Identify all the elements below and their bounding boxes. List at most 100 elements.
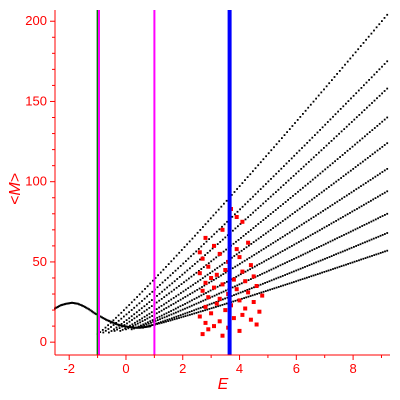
band-point (305, 163, 308, 166)
band-point (198, 295, 200, 298)
arc-point (100, 316, 103, 319)
arc-point (61, 303, 64, 306)
band-point (175, 286, 178, 289)
band-point (297, 255, 300, 258)
arc-point (66, 302, 69, 305)
band-point (281, 236, 284, 238)
band-point (369, 155, 372, 157)
arc-point (93, 312, 96, 315)
band-point (344, 152, 346, 154)
band-point (298, 241, 300, 243)
band-point (309, 234, 312, 237)
band-point (195, 250, 198, 253)
band-point (386, 168, 389, 170)
highlight-point (206, 295, 211, 300)
band-point (160, 322, 163, 324)
band-point (355, 116, 358, 119)
band-point (197, 307, 200, 310)
band-point (334, 113, 337, 116)
arc-point (105, 318, 108, 321)
band-point (219, 241, 222, 243)
band-point (259, 221, 262, 223)
band-point (131, 323, 134, 326)
band-point (224, 297, 226, 300)
band-point (258, 251, 260, 253)
band-point (160, 298, 163, 300)
band-point (331, 79, 333, 81)
band-point (209, 289, 212, 292)
band-point (317, 213, 320, 215)
band-point (353, 189, 355, 192)
band-point (302, 186, 304, 189)
band-point (328, 142, 330, 145)
band-point (249, 173, 252, 176)
band-point (179, 305, 182, 308)
band-point (293, 258, 295, 260)
band-point (292, 195, 294, 197)
band-point (286, 283, 289, 285)
band-point (233, 255, 236, 257)
band-point (186, 301, 189, 304)
band-point (335, 220, 337, 222)
band-point (172, 308, 175, 311)
band-point (230, 295, 233, 297)
band-point (152, 279, 154, 282)
band-point (208, 281, 210, 284)
band-point (339, 217, 342, 220)
band-point (284, 274, 286, 276)
band-point (113, 330, 116, 332)
band-point (108, 331, 110, 334)
band-point (193, 290, 196, 293)
arc-point (89, 309, 92, 312)
band-point (362, 183, 365, 186)
band-point (328, 82, 331, 85)
band-point (376, 149, 379, 152)
band-point (174, 269, 177, 272)
band-point (224, 271, 227, 274)
band-point (332, 221, 335, 224)
band-point (346, 149, 349, 152)
band-point (138, 319, 141, 321)
band-point (231, 256, 233, 259)
band-point (336, 266, 339, 269)
band-point (262, 282, 264, 285)
band-point (381, 146, 384, 148)
band-point (244, 179, 246, 181)
band-point (234, 265, 237, 268)
band-point (250, 229, 252, 231)
band-point (219, 284, 221, 287)
band-point (189, 267, 191, 270)
band-point (188, 300, 191, 303)
band-point (375, 253, 378, 256)
band-point (215, 293, 218, 296)
band-point (245, 233, 247, 235)
band-point (275, 286, 278, 289)
band-point (358, 114, 361, 116)
band-point (155, 312, 158, 315)
highlight-point (217, 319, 222, 324)
band-point (296, 119, 299, 121)
band-point (208, 308, 211, 310)
band-point (328, 256, 331, 258)
band-point (362, 42, 365, 44)
band-point (353, 246, 355, 248)
band-point (252, 195, 254, 198)
band-point (206, 308, 209, 311)
band-point (138, 309, 141, 312)
band-point (245, 296, 248, 299)
highlight-point (248, 317, 253, 322)
highlight-point (212, 243, 216, 248)
band-point (281, 263, 284, 266)
band-point (346, 60, 349, 63)
band-point (147, 321, 149, 324)
band-point (241, 182, 244, 184)
band-point (371, 102, 373, 104)
band-point (272, 267, 275, 270)
band-point (311, 136, 314, 139)
band-point (163, 313, 166, 316)
band-point (220, 291, 223, 294)
band-point (243, 297, 245, 299)
band-point (129, 324, 131, 327)
band-point (307, 161, 310, 163)
